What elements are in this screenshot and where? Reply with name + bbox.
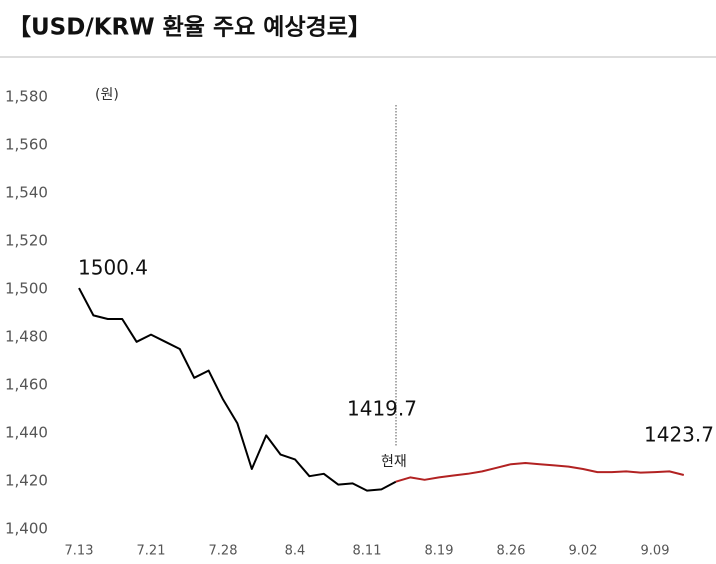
- annotation: 1423.7: [644, 423, 714, 447]
- y-tick-label: 1,500: [5, 280, 48, 298]
- y-tick-label: 1,520: [5, 232, 48, 250]
- x-tick-label: 8.26: [497, 544, 526, 559]
- x-tick-label: 8.19: [425, 544, 454, 559]
- x-tick-label: 7.13: [65, 544, 94, 559]
- y-tick-label: 1,400: [5, 520, 48, 538]
- x-tick-label: 9.02: [569, 544, 598, 559]
- x-tick-label: 7.28: [209, 544, 238, 559]
- current-label: 현재: [381, 454, 407, 470]
- x-tick-label: 8.11: [353, 544, 382, 559]
- y-tick-label: 1,440: [5, 424, 48, 442]
- chart-title: 【USD/KRW 환율 주요 예상경로】: [8, 15, 371, 41]
- series-line: [78, 287, 397, 492]
- x-tick-label: 8.4: [285, 544, 306, 559]
- y-tick-label: 1,540: [5, 184, 48, 202]
- unit-label: (원): [95, 87, 119, 103]
- x-tick-label: 7.21: [137, 544, 166, 559]
- y-tick-label: 1,580: [5, 88, 48, 106]
- x-tick-label: 9.09: [641, 544, 670, 559]
- y-tick-label: 1,460: [5, 376, 48, 394]
- y-tick-label: 1,480: [5, 328, 48, 346]
- y-tick-label: 1,560: [5, 136, 48, 154]
- y-tick-label: 1,420: [5, 472, 48, 490]
- annotation: 1419.7: [347, 397, 417, 421]
- annotation: 1500.4: [78, 256, 148, 280]
- series-line: [395, 462, 685, 483]
